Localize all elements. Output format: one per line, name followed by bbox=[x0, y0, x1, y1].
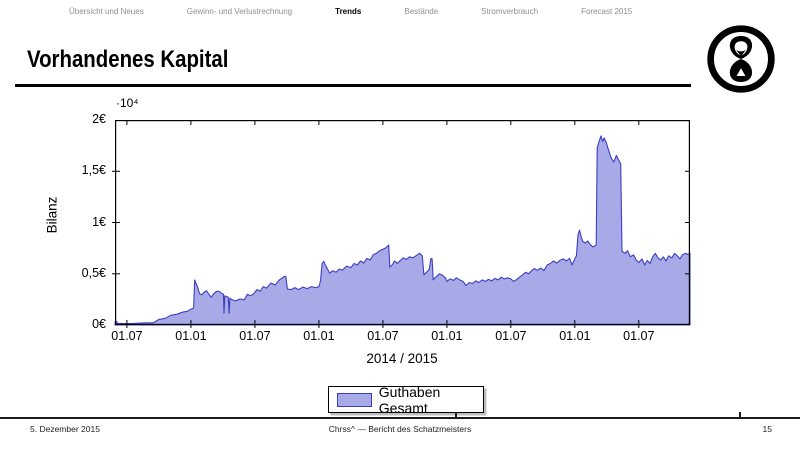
footer-document-title: Chrss^ — Bericht des Schatzmeisters bbox=[328, 424, 472, 434]
y-tick-label: 0€ bbox=[92, 317, 106, 331]
x-tick-label: 01.01 bbox=[175, 329, 207, 343]
nav-item-bestaende[interactable]: Bestände bbox=[404, 7, 439, 16]
y-tick-label: 1,5€ bbox=[81, 163, 106, 178]
y-tick-label: 2€ bbox=[92, 112, 106, 126]
area-plot bbox=[112, 120, 691, 328]
top-navigation: Übersicht und Neues Gewinn- und Verlustre… bbox=[0, 7, 800, 16]
page-title: Vorhandenes Kapital bbox=[27, 46, 229, 73]
hourglass-logo bbox=[704, 22, 778, 96]
legend-swatch-guthaben-gesamt bbox=[337, 392, 372, 407]
x-tick-label: 01.07 bbox=[495, 329, 527, 343]
title-rule bbox=[15, 84, 691, 87]
x-tick-label: 01.07 bbox=[623, 329, 655, 343]
x-tick-label: 01.07 bbox=[367, 329, 399, 343]
footer-notch-right bbox=[739, 412, 741, 418]
nav-item-gewinn-und-verlustrechnung[interactable]: Gewinn- und Verlustrechnung bbox=[186, 7, 293, 16]
nav-item-stromverbrauch[interactable]: Stromverbrauch bbox=[481, 7, 539, 16]
series-guthaben-gesamt-area bbox=[114, 135, 691, 326]
x-tick-label: 01.01 bbox=[431, 329, 463, 343]
x-axis-label: 2014 / 2015 bbox=[366, 351, 438, 366]
x-tick-label: 01.07 bbox=[239, 329, 271, 343]
footer-separator-line bbox=[0, 417, 800, 419]
nav-item-uebersicht-und-neues[interactable]: Übersicht und Neues bbox=[69, 7, 144, 16]
legend-label: Guthaben Gesamt bbox=[378, 383, 441, 416]
nav-item-trends[interactable]: Trends bbox=[335, 7, 362, 16]
footer-notch-left bbox=[455, 412, 457, 418]
x-tick-label: 01.01 bbox=[303, 329, 335, 343]
nav-item-forecast-2015[interactable]: Forecast 2015 bbox=[581, 7, 633, 16]
footer-date: 5. Dezember 2015 bbox=[30, 424, 100, 434]
y-tick-label: 1€ bbox=[92, 214, 106, 229]
y-tick-label: 0,5€ bbox=[81, 265, 106, 280]
hourglass-icon bbox=[707, 25, 775, 93]
x-tick-label: 01.07 bbox=[111, 329, 143, 343]
y-axis-multiplier: ·10⁴ bbox=[116, 96, 139, 110]
x-tick-label: 01.01 bbox=[559, 329, 591, 343]
footer-page-number: 15 bbox=[762, 424, 772, 434]
chart-legend: Guthaben Gesamt bbox=[328, 383, 484, 416]
